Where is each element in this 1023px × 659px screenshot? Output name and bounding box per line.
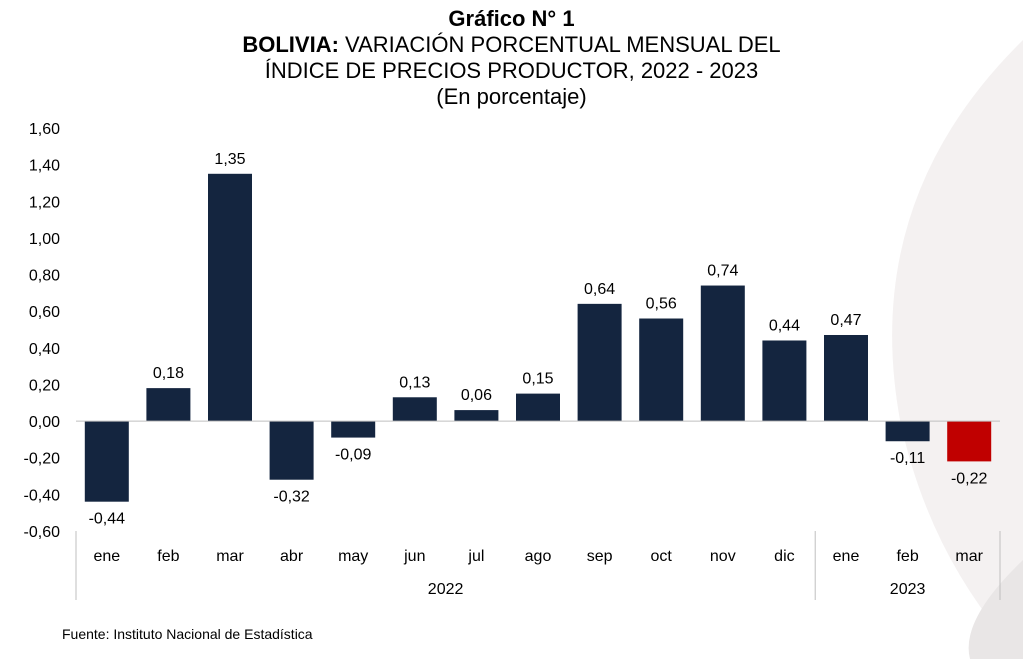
bar-value-label: -0,44 — [89, 511, 126, 528]
y-tick-label: 0,60 — [29, 304, 60, 321]
x-tick-label: may — [338, 548, 368, 565]
y-tick-label: -0,60 — [24, 524, 61, 541]
bar-value-label: -0,32 — [273, 489, 310, 506]
bar — [639, 318, 684, 422]
y-tick-label: 1,00 — [29, 231, 60, 248]
x-tick-label: abr — [280, 548, 304, 565]
bar — [269, 421, 314, 480]
x-tick-label: oct — [651, 548, 673, 565]
x-tick-label: mar — [955, 548, 983, 565]
bar-value-label: 0,44 — [769, 317, 800, 334]
bar-value-label: -0,09 — [335, 447, 372, 464]
y-tick-label: 1,20 — [29, 194, 60, 211]
chart-title: Gráfico N° 1 — [448, 6, 575, 31]
group-label: 2022 — [428, 581, 464, 598]
x-tick-label: ene — [833, 548, 860, 565]
y-tick-label: -0,40 — [24, 487, 61, 504]
bar — [392, 397, 437, 422]
bar — [208, 173, 252, 422]
y-tick-label: 0,40 — [29, 341, 60, 358]
x-tick-label: feb — [896, 548, 918, 565]
bar-value-label: -0,22 — [951, 470, 988, 487]
bar — [146, 388, 191, 422]
bar-value-label: 0,06 — [461, 387, 492, 404]
chart-subtitle-line-2: ÍNDICE DE PRECIOS PRODUCTOR, 2022 - 2023 — [264, 58, 759, 83]
chart-title-block: Gráfico N° 1 BOLIVIA: VARIACIÓN PORCENTU… — [0, 6, 1023, 110]
y-tick-label: 0,80 — [29, 268, 60, 285]
source-note: Fuente: Instituto Nacional de Estadístic… — [62, 626, 313, 642]
x-tick-label: dic — [774, 548, 794, 565]
chart-subtitle-line-3: (En porcentaje) — [436, 84, 587, 109]
y-tick-label: -0,20 — [24, 451, 61, 468]
bar — [762, 340, 807, 422]
bar-value-label: -0,11 — [890, 450, 925, 467]
subtitle-country: BOLIVIA: — [242, 32, 339, 57]
bar-value-label: 0,18 — [153, 365, 184, 382]
subtitle-description: VARIACIÓN PORCENTUAL MENSUAL DEL — [338, 32, 781, 57]
y-tick-label: 1,60 — [29, 121, 60, 138]
y-tick-label: 0,20 — [29, 377, 60, 394]
bar — [947, 421, 992, 462]
bar-value-label: 0,13 — [399, 374, 430, 391]
bar-value-label: 1,35 — [214, 151, 245, 168]
bar-value-label: 0,64 — [584, 281, 615, 298]
bar — [454, 410, 499, 422]
bar — [824, 334, 868, 422]
y-tick-label: 1,40 — [29, 158, 60, 175]
bar — [84, 421, 129, 502]
x-tick-label: ene — [93, 548, 120, 565]
bar — [885, 421, 930, 442]
x-tick-label: nov — [710, 548, 736, 565]
x-tick-label: sep — [587, 548, 613, 565]
x-tick-label: ago — [525, 548, 552, 565]
group-label: 2023 — [890, 581, 926, 598]
chart-subtitle-line-1: BOLIVIA: VARIACIÓN PORCENTUAL MENSUAL DE… — [0, 32, 1023, 58]
bar — [700, 285, 745, 422]
bar-value-label: 0,56 — [646, 296, 677, 313]
bar — [516, 393, 560, 422]
bar — [331, 421, 376, 438]
x-tick-label: mar — [216, 548, 244, 565]
bar-value-label: 0,47 — [830, 312, 861, 329]
x-tick-label: feb — [157, 548, 179, 565]
bar-value-label: 0,15 — [522, 371, 553, 388]
bar-value-label: 0,74 — [707, 263, 738, 280]
y-tick-label: 0,00 — [29, 414, 60, 431]
bar — [577, 303, 622, 422]
x-tick-label: jul — [467, 548, 484, 565]
x-tick-label: jun — [403, 548, 425, 565]
